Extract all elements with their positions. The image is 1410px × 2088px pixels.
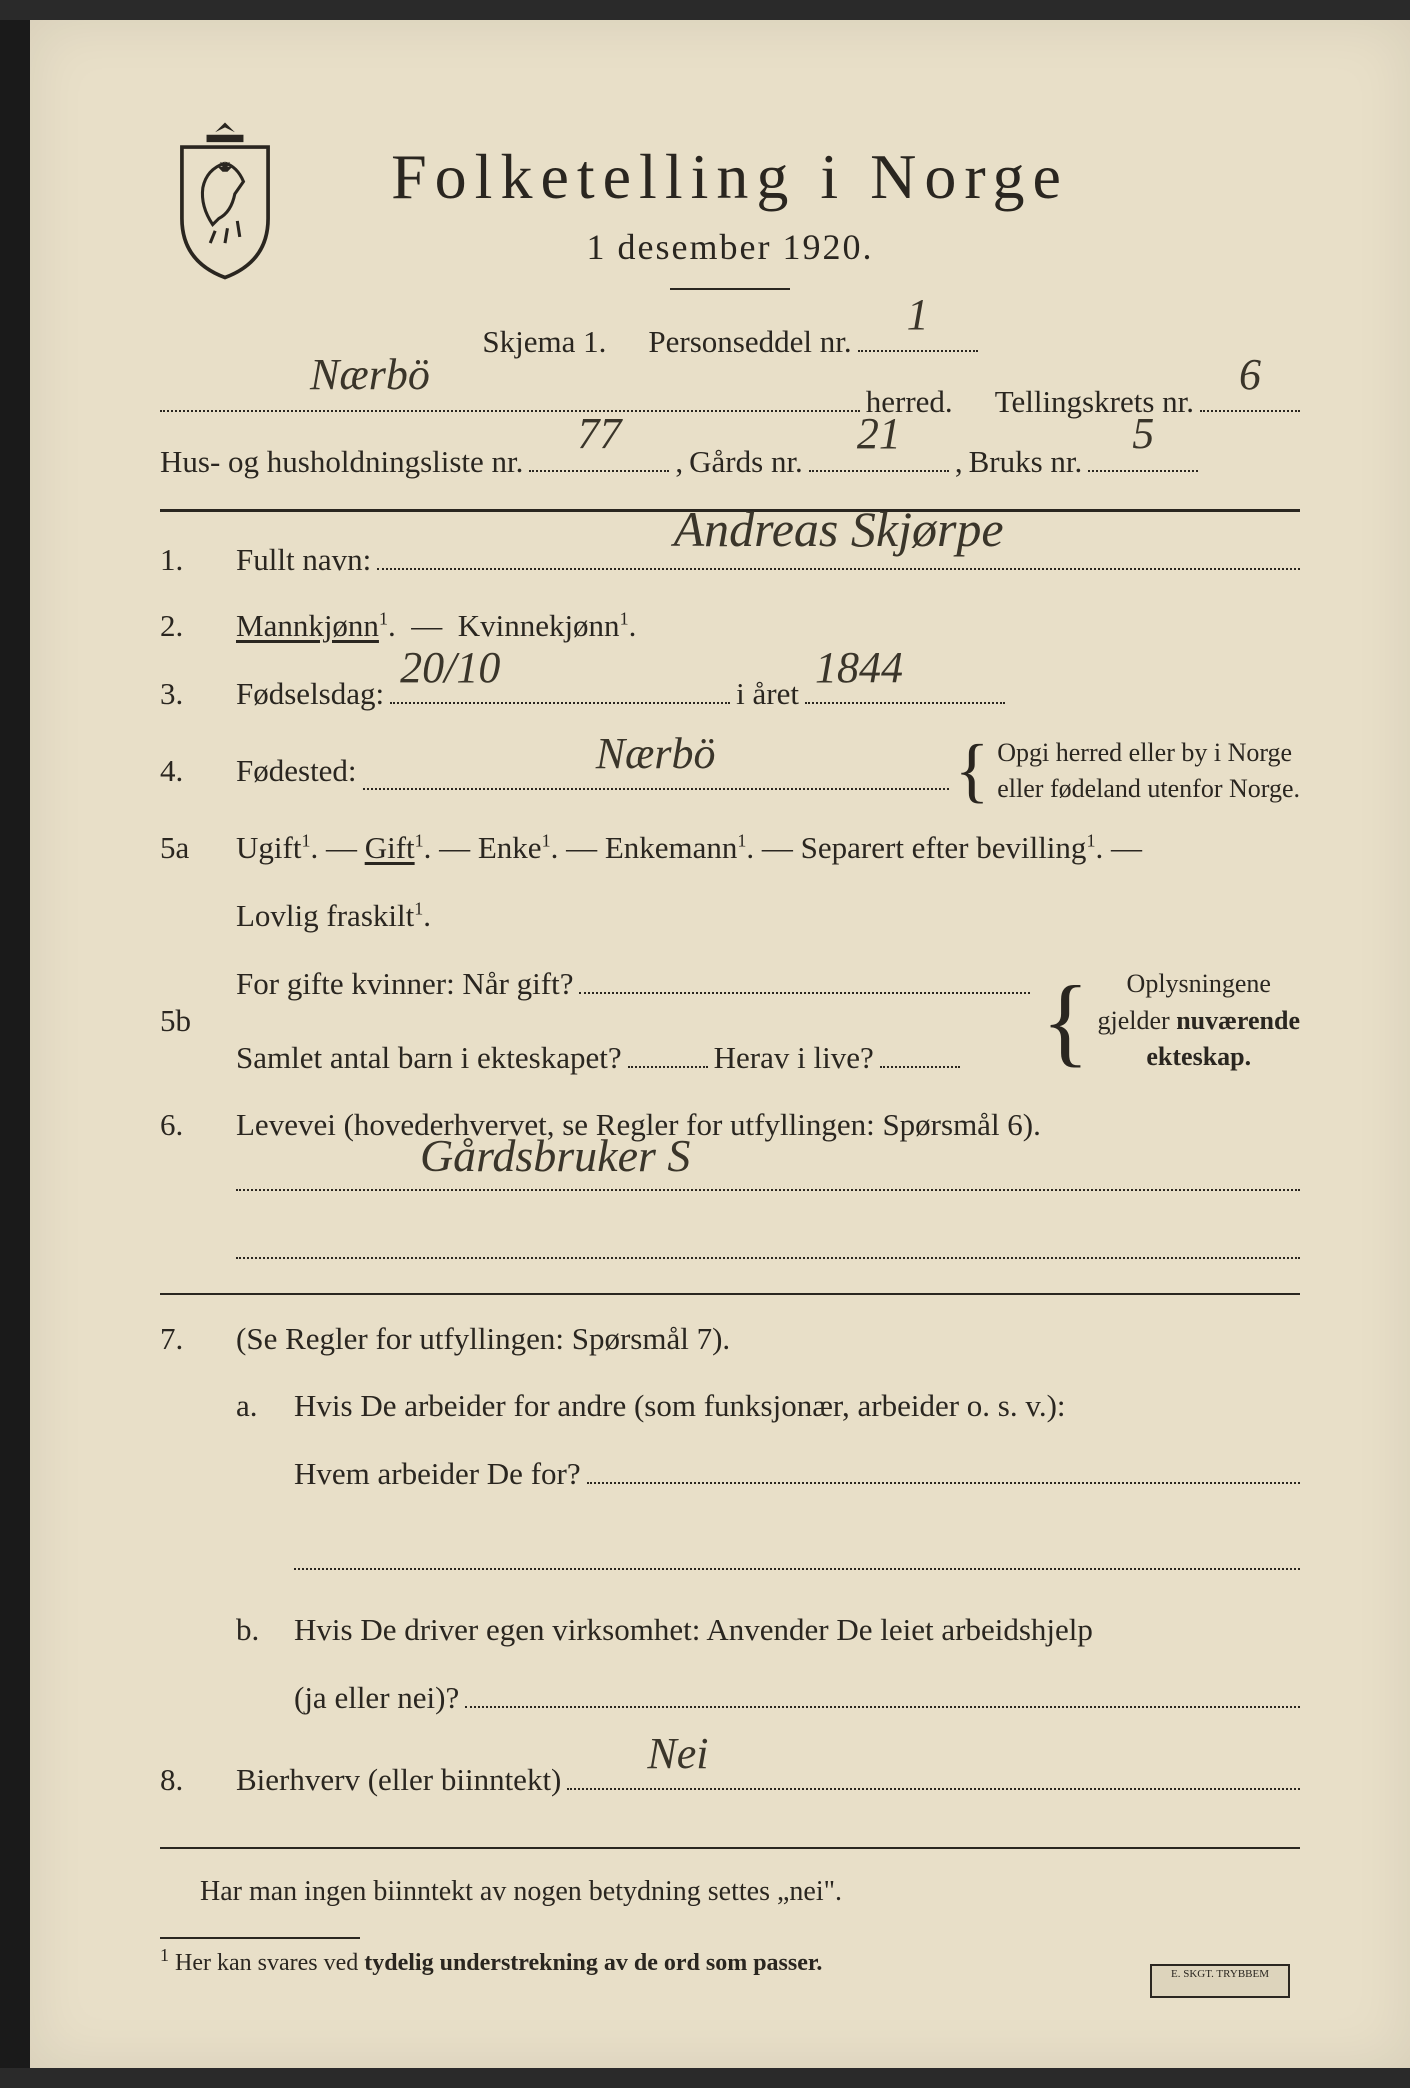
herred-row: Nærbö herred. Tellingskrets nr. 6	[160, 374, 1300, 430]
q5b-barn-field	[628, 1031, 708, 1068]
q8-field: Nei	[567, 1753, 1300, 1790]
skjema-label: Skjema 1.	[482, 314, 606, 370]
q3-day-field: 20/10	[390, 667, 730, 704]
q8-num: 8.	[160, 1754, 218, 1807]
q5b-note-b: nuværende	[1176, 1006, 1300, 1035]
q5b-live-field	[880, 1031, 960, 1068]
q7a-label: a.	[236, 1380, 276, 1433]
q3-year-field: 1844	[805, 667, 1005, 704]
q5b-num: 5b	[160, 995, 218, 1048]
q4-field: Nærbö	[363, 753, 949, 790]
q5b-note-a: Oplysningene	[1098, 966, 1300, 1002]
gards-label: Gårds nr.	[689, 434, 803, 490]
divider	[670, 288, 790, 290]
q3-label: Fødselsdag:	[236, 668, 384, 721]
q4-label: Fødested:	[236, 745, 357, 798]
q3-num: 3.	[160, 668, 218, 721]
gards-field: 21	[809, 434, 949, 471]
q4-row: 4. Fødested: Nærbö { Opgi herred eller b…	[160, 735, 1300, 808]
tellingskrets-field: 6	[1200, 375, 1300, 412]
divider	[160, 1293, 1300, 1295]
divider	[160, 1847, 1300, 1849]
q6-num: 6.	[160, 1099, 218, 1152]
footnote-text-a: Her kan svares ved	[175, 1950, 364, 1976]
q7b-text2: (ja eller nei)?	[294, 1672, 459, 1725]
q4-value: Nærbö	[596, 717, 716, 792]
q8-row: 8. Bierhverv (eller biinntekt) Nei	[160, 1753, 1300, 1807]
herred-field: Nærbö	[160, 375, 860, 412]
census-form-page: Folketelling i Norge 1 desember 1920. Sk…	[0, 20, 1410, 2068]
coat-of-arms-icon	[160, 120, 290, 280]
q7a-field2	[294, 1533, 1300, 1570]
q6-row: 6. Levevei (hovederhvervet, se Regler fo…	[160, 1099, 1300, 1276]
bruks-label: Bruks nr.	[969, 434, 1083, 490]
q1-value: Andreas Skjørpe	[674, 487, 1004, 572]
q6-field: Gårdsbruker S	[236, 1151, 1300, 1191]
page-title: Folketelling i Norge	[160, 140, 1300, 214]
q7a-text2: Hvem arbeider De for?	[294, 1448, 581, 1501]
q5b-line2a: Samlet antal barn i ekteskapet?	[236, 1032, 622, 1085]
footnote-num: 1	[160, 1945, 169, 1965]
q4-note: { Opgi herred eller by i Norge eller fød…	[955, 735, 1300, 808]
q3-day: 20/10	[400, 631, 500, 706]
hus-row: Hus- og husholdningsliste nr. 77 , Gårds…	[160, 434, 1300, 490]
q2-mann: Mannkjønn	[236, 608, 379, 643]
personseddel-nr-field: 1	[858, 315, 978, 352]
tellingskrets-label: Tellingskrets nr.	[995, 374, 1194, 430]
q7-label: (Se Regler for utfyllingen: Spørsmål 7).	[236, 1313, 1300, 1366]
hus-nr: 77	[577, 394, 621, 473]
q5a-num: 5a	[160, 822, 218, 875]
q5a-row: 5a Ugift1. — Gift1. — Enke1. — Enkemann1…	[160, 822, 1300, 943]
q1-row: 1. Fullt navn: Andreas Skjørpe	[160, 532, 1300, 586]
q4-num: 4.	[160, 745, 218, 798]
q4-note-b: eller fødeland utenfor Norge.	[997, 771, 1300, 807]
personseddel-label: Personseddel nr.	[648, 314, 851, 370]
q7-row: 7. (Se Regler for utfyllingen: Spørsmål …	[160, 1313, 1300, 1739]
printer-stamp: E. SKGT. TRYBBEM	[1150, 1964, 1290, 1998]
bruks-field: 5	[1088, 434, 1198, 471]
q5b-row: 5b For gifte kvinner: Når gift? Samlet a…	[160, 957, 1300, 1085]
q5b-gift-field	[579, 957, 1029, 994]
q7b-text1: Hvis De driver egen virksomhet: Anvender…	[294, 1604, 1300, 1657]
q5a-opts: Ugift1. — Gift1. — Enke1. — Enkemann1. —…	[236, 822, 1300, 875]
q5b-note: { Oplysningene gjelder nuværende ekteska…	[1042, 966, 1300, 1075]
q3-row: 3. Fødselsdag: 20/10 i året 1844	[160, 667, 1300, 721]
q1-field: Andreas Skjørpe	[377, 532, 1300, 569]
personseddel-nr: 1	[907, 275, 929, 354]
q5b-line2b: Herav i live?	[714, 1032, 874, 1085]
bottom-note: Har man ingen biinntekt av nogen betydni…	[160, 1867, 1300, 1917]
tellingskrets-nr: 6	[1239, 335, 1261, 414]
q7b-field	[465, 1671, 1300, 1708]
q5a-opts2: Lovlig fraskilt1.	[236, 890, 1300, 943]
q7a-text1: Hvis De arbeider for andre (som funksjon…	[294, 1380, 1300, 1433]
q6-label: Levevei (hovederhvervet, se Regler for u…	[236, 1099, 1300, 1152]
hus-label: Hus- og husholdningsliste nr.	[160, 434, 523, 490]
footnote-text-b: tydelig understrekning av de ord som pas…	[364, 1950, 822, 1976]
q5b-note-c: ekteskap.	[1098, 1039, 1300, 1075]
q5b-note-b-pre: gjelder	[1098, 1006, 1177, 1035]
q1-num: 1.	[160, 534, 218, 587]
q8-value: Nei	[647, 1717, 708, 1792]
q3-year: 1844	[815, 631, 903, 706]
bruks-nr: 5	[1132, 394, 1154, 473]
q5b-line1: For gifte kvinner: Når gift?	[236, 958, 573, 1011]
q6-value: Gårdsbruker S	[420, 1117, 690, 1195]
footnote: 1 Her kan svares ved tydelig understrekn…	[160, 1937, 1300, 1977]
q1-label: Fullt navn:	[236, 534, 371, 587]
q6-field2	[236, 1221, 1300, 1258]
q7b-label: b.	[236, 1604, 276, 1657]
q7a-field	[587, 1447, 1300, 1484]
q8-label: Bierhverv (eller biinntekt)	[236, 1754, 561, 1807]
gards-nr: 21	[857, 394, 901, 473]
q4-note-a: Opgi herred eller by i Norge	[997, 735, 1300, 771]
herred-value: Nærbö	[310, 335, 430, 414]
q3-year-label: i året	[736, 668, 799, 721]
header: Folketelling i Norge 1 desember 1920.	[160, 140, 1300, 290]
page-subtitle: 1 desember 1920.	[160, 226, 1300, 268]
q2-row: 2. Mannkjønn1. — Kvinnekjønn1.	[160, 600, 1300, 653]
q7-num: 7.	[160, 1313, 218, 1366]
q2-num: 2.	[160, 600, 218, 653]
hus-field: 77	[529, 434, 669, 471]
